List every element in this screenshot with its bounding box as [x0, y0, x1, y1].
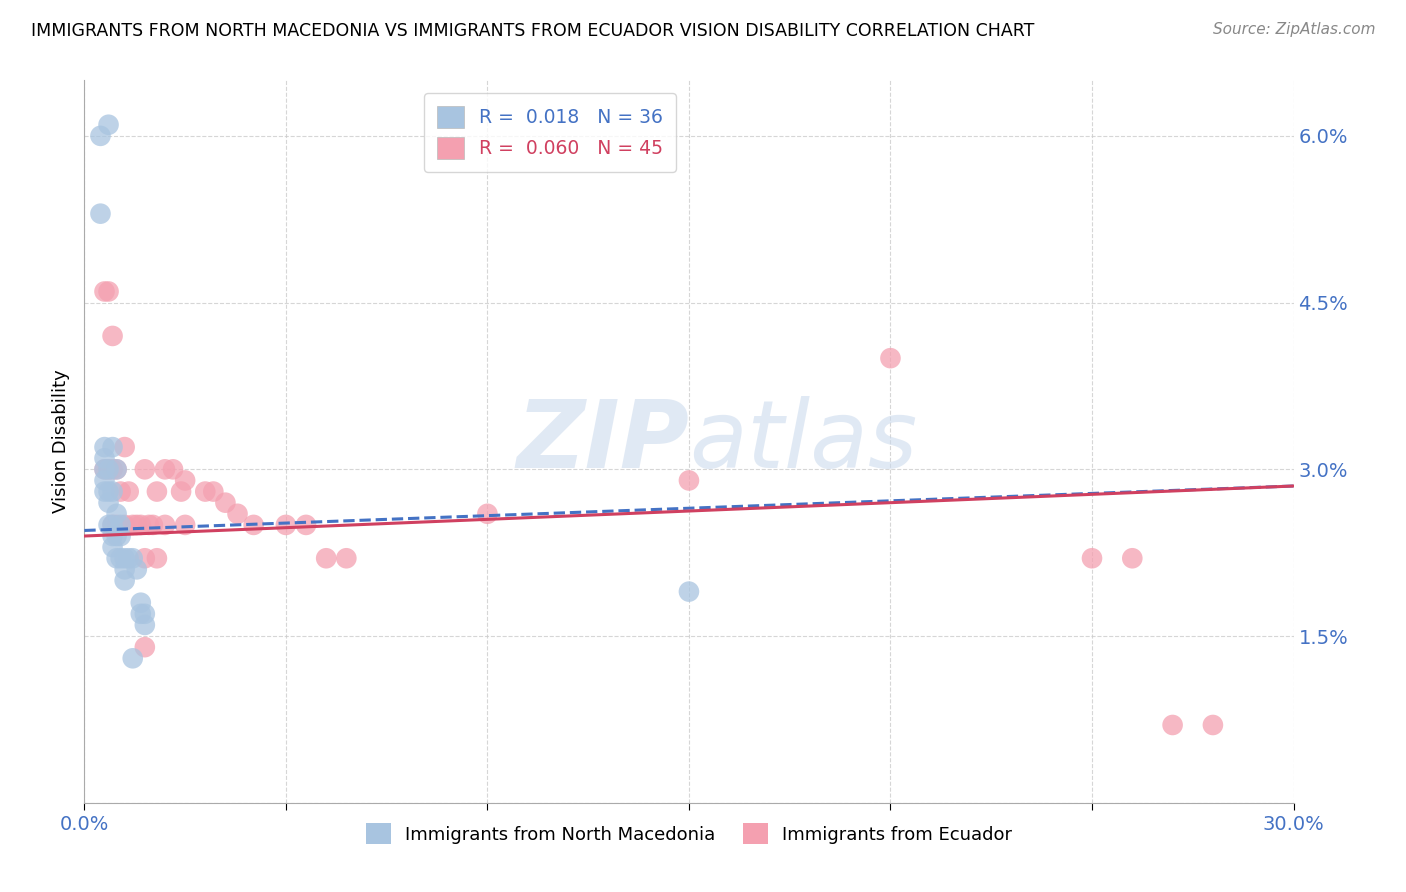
Text: atlas: atlas [689, 396, 917, 487]
Text: ZIP: ZIP [516, 395, 689, 488]
Point [295, 517, 318, 532]
Point [101, 329, 124, 343]
Point [134, 618, 156, 632]
Point [315, 551, 337, 566]
Text: Source: ZipAtlas.com: Source: ZipAtlas.com [1212, 22, 1375, 37]
Point [101, 529, 124, 543]
Point [121, 651, 143, 665]
Point [105, 551, 128, 566]
Point [226, 507, 249, 521]
Point [129, 517, 152, 532]
Point [153, 462, 176, 476]
Point [477, 507, 499, 521]
Point [101, 540, 124, 554]
Point [114, 517, 136, 532]
Point [114, 562, 136, 576]
Point [89, 207, 111, 221]
Point [101, 517, 124, 532]
Point [97, 496, 120, 510]
Point [1121, 551, 1143, 566]
Point [105, 529, 128, 543]
Legend: Immigrants from North Macedonia, Immigrants from Ecuador: Immigrants from North Macedonia, Immigra… [359, 816, 1019, 852]
Point [274, 517, 297, 532]
Point [142, 517, 165, 532]
Point [97, 462, 120, 476]
Text: IMMIGRANTS FROM NORTH MACEDONIA VS IMMIGRANTS FROM ECUADOR VISION DISABILITY COR: IMMIGRANTS FROM NORTH MACEDONIA VS IMMIG… [31, 22, 1035, 40]
Point [93, 285, 115, 299]
Point [129, 607, 152, 621]
Point [170, 484, 193, 499]
Point [202, 484, 225, 499]
Point [134, 607, 156, 621]
Point [125, 562, 148, 576]
Point [101, 484, 124, 499]
Point [110, 484, 132, 499]
Point [335, 551, 357, 566]
Point [105, 462, 128, 476]
Point [134, 551, 156, 566]
Point [162, 462, 184, 476]
Point [879, 351, 901, 366]
Y-axis label: Vision Disability: Vision Disability [52, 369, 70, 514]
Point [101, 517, 124, 532]
Point [174, 517, 197, 532]
Point [121, 517, 143, 532]
Point [97, 462, 120, 476]
Point [118, 551, 141, 566]
Point [105, 462, 128, 476]
Point [89, 128, 111, 143]
Point [678, 474, 700, 488]
Point [138, 517, 160, 532]
Point [105, 507, 128, 521]
Point [93, 440, 115, 454]
Point [118, 484, 141, 499]
Point [97, 118, 120, 132]
Point [93, 451, 115, 466]
Point [93, 484, 115, 499]
Point [121, 551, 143, 566]
Point [93, 462, 115, 476]
Point [129, 596, 152, 610]
Point [146, 551, 169, 566]
Point [125, 517, 148, 532]
Point [114, 574, 136, 588]
Point [97, 285, 120, 299]
Point [194, 484, 217, 499]
Point [134, 462, 156, 476]
Point [97, 484, 120, 499]
Point [101, 440, 124, 454]
Point [110, 551, 132, 566]
Point [174, 474, 197, 488]
Point [1161, 718, 1184, 732]
Point [678, 584, 700, 599]
Point [153, 517, 176, 532]
Point [134, 640, 156, 655]
Point [93, 474, 115, 488]
Point [1202, 718, 1225, 732]
Point [105, 517, 128, 532]
Point [1081, 551, 1104, 566]
Point [146, 484, 169, 499]
Point [110, 529, 132, 543]
Point [214, 496, 236, 510]
Point [114, 440, 136, 454]
Point [93, 462, 115, 476]
Point [242, 517, 264, 532]
Point [114, 551, 136, 566]
Point [110, 517, 132, 532]
Point [97, 517, 120, 532]
Point [101, 462, 124, 476]
